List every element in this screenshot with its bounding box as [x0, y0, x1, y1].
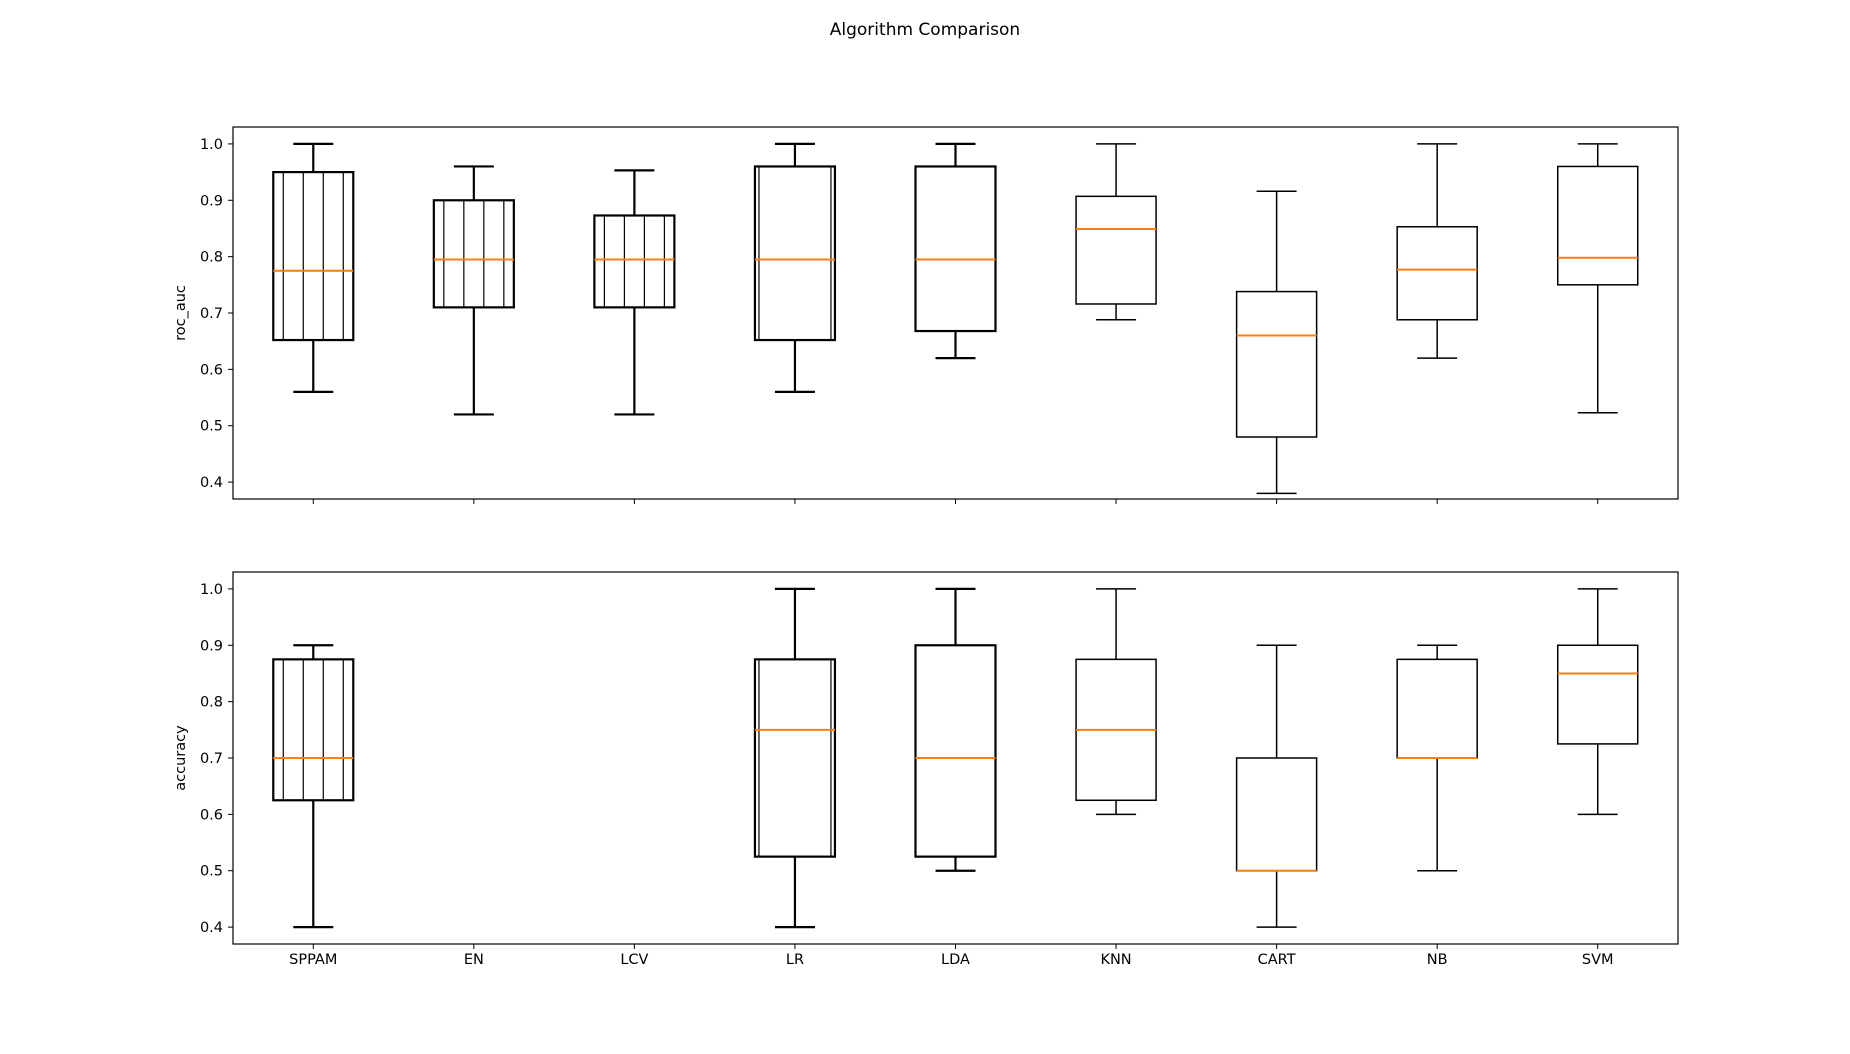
- box-body: [914, 165, 997, 333]
- subplot-accuracy: 0.4 0.5 0.6 0.7 0.8 0.9 1.0 accuracy SPPAM EN LCV L…: [173, 571, 1679, 968]
- ytick-label: 1.0: [200, 137, 223, 153]
- box-body: [593, 214, 676, 309]
- box-svm: [1556, 143, 1639, 414]
- box-body: [914, 644, 997, 858]
- ytick-label: 0.8: [200, 695, 223, 711]
- figure-title: Algorithm Comparison: [830, 20, 1020, 40]
- box-knn: [1075, 143, 1157, 321]
- xtick-label-lcv: LCV: [620, 952, 648, 968]
- box-body: [1556, 165, 1639, 286]
- box-lda: [914, 587, 997, 872]
- ylabel-roc_auc: roc_auc: [173, 285, 189, 341]
- box-nb: [1396, 644, 1478, 872]
- box-body: [272, 658, 355, 802]
- box-knn: [1075, 588, 1157, 816]
- box-svm: [1556, 588, 1639, 816]
- ytick-label: 0.8: [200, 250, 223, 266]
- ytick-label: 0.6: [200, 362, 223, 378]
- box-body: [1556, 644, 1639, 745]
- box-lcv: [593, 169, 676, 416]
- box-nb: [1396, 143, 1478, 359]
- ylabel-accuracy: accuracy: [173, 725, 189, 791]
- box-body: [1235, 757, 1318, 872]
- xtick-label-svm: SVM: [1582, 952, 1614, 968]
- box-body: [1075, 195, 1157, 305]
- box-body: [1396, 658, 1478, 759]
- box-lr: [753, 587, 837, 929]
- ytick-label: 0.4: [200, 920, 223, 936]
- ytick-label: 0.9: [200, 193, 223, 209]
- box-body: [753, 165, 837, 342]
- ytick-label: 0.9: [200, 638, 223, 654]
- xtick-label-lda: LDA: [941, 952, 970, 968]
- xtick-label-lr: LR: [786, 952, 804, 968]
- box-body: [1235, 290, 1318, 438]
- box-cart: [1235, 644, 1318, 928]
- axes-frame-roc_auc: [232, 126, 1679, 500]
- xtick-label-knn: KNN: [1100, 952, 1131, 968]
- box-body: [753, 658, 837, 858]
- xtick-label-en: EN: [464, 952, 484, 968]
- box-body: [1396, 226, 1478, 321]
- ytick-label: 0.6: [200, 807, 223, 823]
- ytick-label: 0.4: [200, 475, 223, 491]
- box-body: [272, 170, 355, 342]
- ytick-label: 1.0: [200, 582, 223, 598]
- xtick-label-sppam: SPPAM: [289, 952, 337, 968]
- ytick-label: 0.7: [200, 751, 223, 767]
- box-sppam: [272, 142, 355, 394]
- box-body: [432, 199, 515, 309]
- box-lda: [914, 142, 997, 360]
- box-lr: [753, 142, 837, 394]
- xtick-label-nb: NB: [1427, 952, 1448, 968]
- box-sppam: [272, 644, 355, 929]
- ytick-label: 0.7: [200, 306, 223, 322]
- box-cart: [1235, 190, 1318, 495]
- box-en: [432, 165, 515, 416]
- ytick-label: 0.5: [200, 419, 223, 435]
- ytick-label: 0.5: [200, 864, 223, 880]
- subplot-roc_auc: 0.4 0.5 0.6 0.7 0.8 0.9 1.0 roc_auc: [173, 126, 1679, 504]
- xtick-label-cart: CART: [1258, 952, 1296, 968]
